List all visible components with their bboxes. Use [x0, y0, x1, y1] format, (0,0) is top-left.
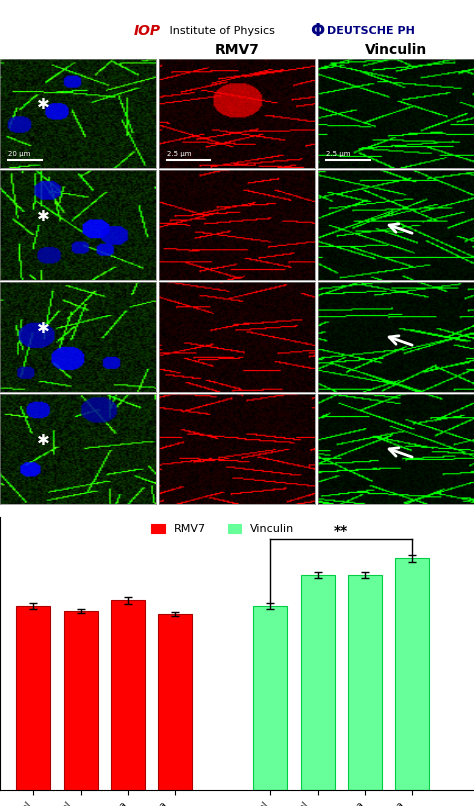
Legend: RMV7, Vinculin: RMV7, Vinculin [147, 519, 299, 538]
Text: ✱: ✱ [37, 321, 50, 336]
Text: Φ: Φ [310, 22, 325, 40]
Bar [111, 600, 145, 790]
Bar [253, 606, 287, 790]
Bar [158, 614, 192, 790]
Text: DEUTSCHE PH: DEUTSCHE PH [327, 26, 415, 36]
Bar [16, 606, 50, 790]
Y-axis label: plasma
+MnCl2: plasma +MnCl2 [0, 429, 5, 470]
Bar [64, 611, 98, 790]
Title: Vinculin: Vinculin [365, 44, 427, 57]
Bar [301, 575, 335, 790]
Text: **: ** [334, 524, 348, 538]
Bar [348, 575, 382, 790]
Text: ✱: ✱ [37, 98, 50, 112]
Text: IOP: IOP [134, 24, 161, 38]
Text: ✱: ✱ [37, 209, 50, 224]
Y-axis label: control
+MnCl2: control +MnCl2 [0, 205, 5, 246]
Text: Institute of Physics: Institute of Physics [166, 26, 285, 36]
Text: 2.5 μm: 2.5 μm [326, 152, 350, 157]
Text: 20 μm: 20 μm [8, 152, 30, 157]
Title: RMV7: RMV7 [215, 44, 259, 57]
Bar [395, 559, 429, 790]
Text: 2.5 μm: 2.5 μm [167, 152, 191, 157]
Text: ✱: ✱ [37, 433, 50, 448]
